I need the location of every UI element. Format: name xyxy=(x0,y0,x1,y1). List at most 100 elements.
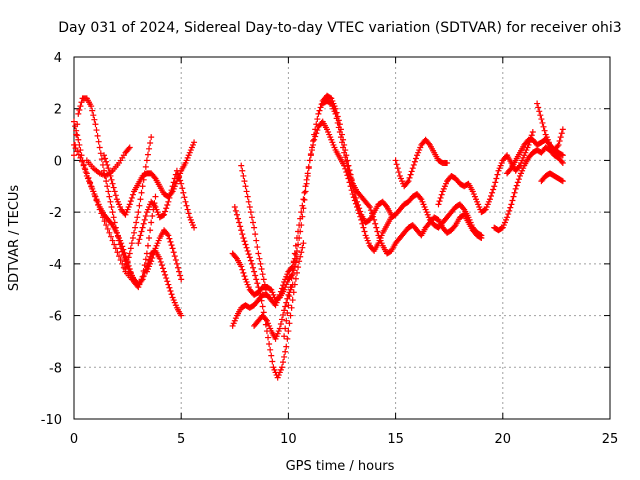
data-point xyxy=(494,171,501,178)
data-point xyxy=(71,152,77,159)
data-point xyxy=(539,119,546,126)
data-point xyxy=(559,178,566,185)
data-point xyxy=(76,107,83,114)
data-point xyxy=(75,110,82,117)
data-point xyxy=(373,224,380,231)
data-point xyxy=(301,196,308,203)
data-point xyxy=(248,214,255,221)
data-point xyxy=(90,188,97,195)
data-point xyxy=(554,143,561,150)
data-point xyxy=(118,240,125,247)
series-track-7 xyxy=(135,167,198,247)
data-point xyxy=(312,133,319,140)
data-point xyxy=(109,180,116,187)
data-point xyxy=(281,307,288,314)
data-point xyxy=(300,240,307,247)
data-point xyxy=(141,262,148,269)
data-point xyxy=(435,201,442,208)
data-point xyxy=(247,209,254,216)
data-point xyxy=(308,147,315,154)
data-point xyxy=(232,254,239,261)
data-point xyxy=(245,198,252,205)
data-point xyxy=(302,188,309,195)
data-point xyxy=(284,309,291,316)
data-point xyxy=(126,250,133,257)
data-point xyxy=(166,284,173,291)
series-track-15 xyxy=(319,97,485,257)
data-point xyxy=(406,174,413,181)
data-point xyxy=(295,228,302,235)
data-point xyxy=(278,364,285,371)
data-point xyxy=(529,128,536,135)
x-tick-label: 15 xyxy=(387,432,404,447)
data-point xyxy=(350,187,357,194)
data-point xyxy=(425,140,432,147)
data-point xyxy=(276,325,283,332)
data-point xyxy=(259,303,266,310)
data-point xyxy=(288,275,295,282)
data-point xyxy=(125,145,132,152)
data-point xyxy=(148,219,155,226)
data-point xyxy=(251,224,258,231)
data-point xyxy=(339,139,345,146)
data-point xyxy=(242,183,249,190)
data-point xyxy=(280,311,287,318)
data-point xyxy=(506,207,513,214)
data-point xyxy=(77,147,84,154)
data-point xyxy=(336,128,343,135)
data-point xyxy=(559,160,566,167)
data-point xyxy=(236,219,243,226)
y-tick-label: 2 xyxy=(54,103,62,118)
data-point xyxy=(171,253,178,260)
data-point xyxy=(191,139,198,146)
data-point xyxy=(514,179,521,186)
data-point xyxy=(235,215,242,222)
data-point xyxy=(298,209,305,216)
data-point xyxy=(241,238,248,245)
data-point xyxy=(106,229,113,236)
series-track-2 xyxy=(71,118,159,291)
data-point xyxy=(535,104,542,111)
data-point xyxy=(300,196,307,203)
data-point xyxy=(298,249,305,256)
data-point xyxy=(407,171,414,178)
data-point xyxy=(135,209,142,216)
data-point xyxy=(124,258,131,265)
data-point xyxy=(409,165,416,172)
data-point xyxy=(127,245,134,252)
data-point xyxy=(72,123,79,130)
series-track-8 xyxy=(143,227,185,283)
data-point xyxy=(346,171,353,178)
data-point xyxy=(97,150,104,157)
data-point xyxy=(559,126,566,133)
data-point xyxy=(184,206,191,213)
data-point xyxy=(513,182,520,189)
data-point xyxy=(310,141,317,148)
data-point xyxy=(140,220,147,227)
data-point xyxy=(238,263,245,270)
data-point xyxy=(257,291,264,298)
data-point xyxy=(143,157,150,164)
data-point xyxy=(185,210,192,217)
data-point xyxy=(103,178,110,185)
data-point xyxy=(128,240,135,247)
data-point xyxy=(162,271,169,278)
data-point xyxy=(515,176,522,183)
data-point xyxy=(71,141,77,148)
data-point xyxy=(410,161,417,168)
data-point xyxy=(149,255,156,262)
plot-frame xyxy=(73,56,611,420)
data-point xyxy=(88,183,95,190)
data-point xyxy=(291,250,298,257)
data-point xyxy=(356,205,363,212)
y-tick-label: -10 xyxy=(41,413,62,428)
data-point xyxy=(110,184,117,191)
data-point xyxy=(122,266,129,273)
data-point xyxy=(147,139,154,146)
data-point xyxy=(250,264,257,271)
data-point xyxy=(242,241,249,248)
data-point xyxy=(141,170,148,177)
data-point xyxy=(260,276,267,283)
data-point xyxy=(136,202,143,209)
